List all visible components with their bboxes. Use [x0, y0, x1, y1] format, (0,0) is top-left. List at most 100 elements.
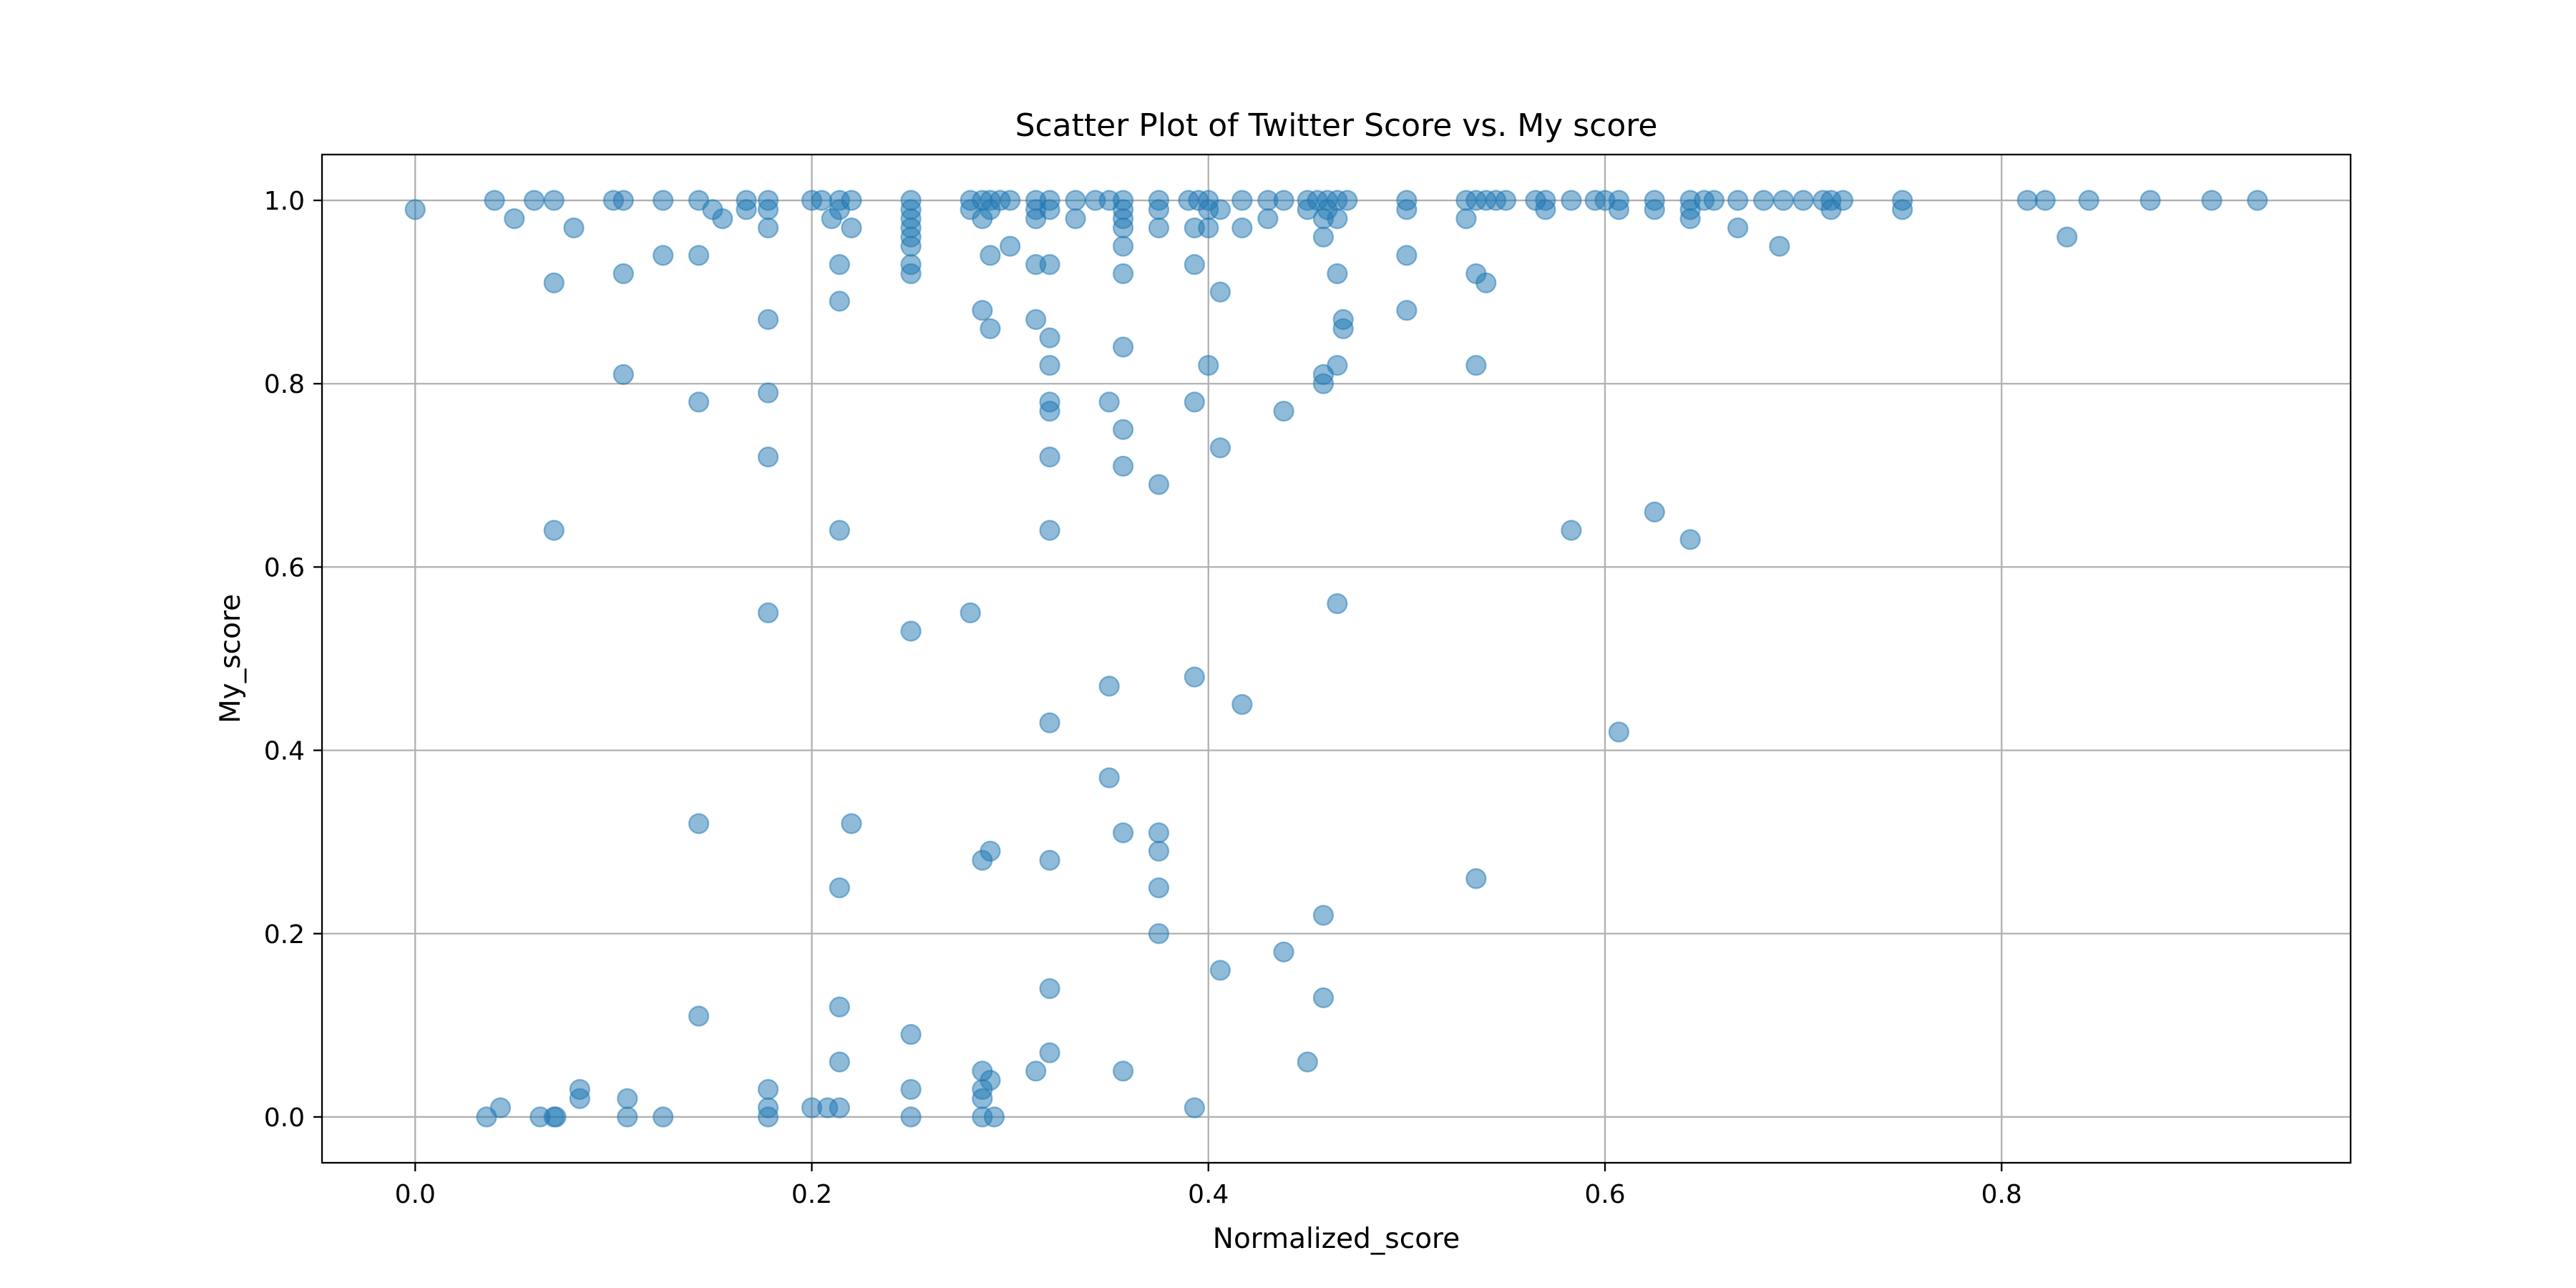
data-point — [1065, 208, 1086, 230]
data-point — [688, 245, 710, 266]
x-tick-label: 0.6 — [1584, 1180, 1625, 1209]
data-point — [688, 391, 710, 413]
data-point — [1112, 419, 1134, 440]
data-point — [1209, 199, 1231, 220]
data-point — [1608, 199, 1630, 220]
data-point — [653, 1106, 674, 1128]
x-axis-label: Normalized_score — [1213, 1223, 1460, 1255]
data-point — [1465, 354, 1487, 376]
axis-ticks: 0.0 0.2 0.4 0.6 0.8 0.0 0.2 0.4 0.6 0.8 1.0 — [264, 187, 2022, 1209]
data-point — [1753, 190, 1775, 211]
data-point — [484, 190, 505, 211]
data-point — [757, 1078, 779, 1101]
data-point — [841, 190, 862, 211]
data-point — [1396, 300, 1418, 321]
data-point — [1327, 592, 1348, 615]
x-tick-label: 0.8 — [1981, 1180, 2022, 1209]
data-point — [999, 235, 1021, 257]
data-point — [841, 217, 862, 239]
data-point — [1273, 190, 1294, 211]
data-point — [2016, 190, 2038, 211]
data-point — [1703, 190, 1725, 211]
data-point — [1327, 208, 1348, 230]
data-point — [1039, 1042, 1060, 1063]
data-point — [980, 1070, 1001, 1091]
data-point — [900, 235, 922, 257]
data-point — [1772, 190, 1795, 211]
chart-title: Scatter Plot of Twitter Score vs. My sco… — [1015, 107, 1658, 144]
data-point — [1892, 199, 1913, 220]
data-point — [543, 190, 565, 211]
data-point — [688, 813, 710, 834]
data-point — [1098, 391, 1120, 413]
data-point — [1312, 904, 1335, 926]
data-point — [523, 190, 545, 211]
data-point — [1184, 666, 1206, 688]
data-point — [1327, 263, 1348, 285]
data-point — [811, 190, 833, 211]
data-point — [2140, 190, 2161, 211]
data-point — [1148, 199, 1170, 220]
data-point — [1273, 401, 1294, 422]
data-point — [1198, 354, 1219, 376]
data-point — [1148, 877, 1170, 899]
data-point — [829, 1051, 850, 1073]
y-tick-label: 0.2 — [264, 920, 305, 950]
data-point — [613, 190, 634, 211]
data-point — [1039, 327, 1060, 348]
data-point — [688, 1005, 710, 1027]
data-point — [1112, 336, 1134, 358]
plot-frame — [321, 153, 2352, 1164]
data-point — [1475, 272, 1497, 293]
data-point — [1112, 455, 1134, 477]
data-point — [1312, 373, 1335, 394]
data-point — [1098, 675, 1120, 697]
data-point — [1039, 254, 1060, 275]
data-point — [829, 1097, 850, 1118]
data-point — [1209, 281, 1231, 303]
data-point — [1112, 822, 1134, 844]
data-point — [829, 877, 850, 899]
data-point — [404, 199, 426, 220]
data-point — [1231, 693, 1253, 716]
data-point — [1679, 208, 1701, 230]
data-point — [1455, 208, 1477, 230]
data-point — [653, 245, 674, 266]
data-point — [900, 1024, 922, 1045]
data-point — [1184, 1097, 1206, 1118]
data-point — [613, 263, 634, 285]
y-tick-label: 0.6 — [264, 553, 305, 582]
data-point — [2034, 190, 2056, 211]
data-point — [757, 602, 779, 624]
data-point — [829, 996, 850, 1018]
data-point — [1039, 401, 1060, 422]
data-point — [1273, 941, 1294, 963]
data-point — [983, 1106, 1005, 1128]
data-point — [900, 620, 922, 642]
data-point — [1148, 474, 1170, 495]
data-point — [653, 190, 674, 211]
data-point — [545, 1106, 567, 1128]
data-point — [1312, 987, 1335, 1009]
data-point — [900, 263, 922, 285]
data-point — [1231, 217, 1253, 239]
data-points — [404, 190, 2268, 1128]
data-point — [900, 1078, 922, 1101]
data-point — [617, 1106, 638, 1128]
data-point — [1039, 199, 1060, 220]
data-point — [757, 308, 779, 331]
y-tick-label: 0.8 — [264, 370, 305, 399]
y-tick-label: 1.0 — [264, 187, 305, 216]
data-point — [1148, 840, 1170, 862]
data-point — [2201, 190, 2223, 211]
data-point — [2247, 190, 2268, 211]
data-point — [1148, 923, 1170, 945]
data-point — [1608, 721, 1630, 743]
y-axis-label: My_score — [215, 594, 247, 723]
y-tick-label: 0.4 — [264, 737, 305, 766]
data-point — [1495, 190, 1517, 211]
data-point — [829, 291, 850, 312]
data-point — [980, 318, 1001, 340]
data-point — [1112, 1060, 1134, 1082]
